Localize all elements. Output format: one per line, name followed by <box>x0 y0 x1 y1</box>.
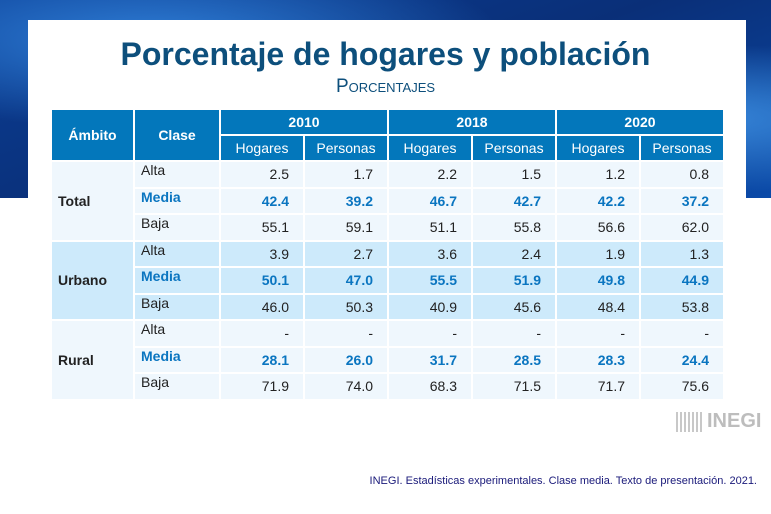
clase-cell: Alta <box>135 321 219 346</box>
header-year: 2018 <box>389 110 555 134</box>
header-personas: Personas <box>473 136 555 160</box>
value-cell: 47.0 <box>305 268 387 293</box>
value-cell: 2.5 <box>221 162 303 187</box>
value-cell: 46.7 <box>389 188 471 213</box>
value-cell: 74.0 <box>305 374 387 399</box>
value-cell: 31.7 <box>389 347 471 372</box>
clase-cell: Baja <box>135 374 219 399</box>
value-cell: 1.3 <box>641 241 723 266</box>
value-cell: 3.9 <box>221 241 303 266</box>
inegi-logo-icon <box>676 411 704 432</box>
value-cell: 2.7 <box>305 241 387 266</box>
clase-cell: Media <box>135 268 219 293</box>
value-cell: 39.2 <box>305 188 387 213</box>
table-row: Total Alta 2.5 1.7 2.2 1.5 1.2 0.8 <box>52 162 723 240</box>
value-cell: 51.9 <box>473 268 555 293</box>
table-row: Baja 71.9 74.0 68.3 71.5 71.7 75.6 <box>52 374 723 399</box>
header-year: 2020 <box>557 110 723 134</box>
value-cell: 24.4 <box>641 347 723 372</box>
value-cell: 1.9 <box>557 241 639 266</box>
table-row: Baja 46.0 50.3 40.9 45.6 48.4 53.8 <box>52 294 723 319</box>
page-title: Porcentaje de hogares y población <box>120 36 651 72</box>
value-cell: 28.1 <box>221 347 303 372</box>
value-cell: 71.7 <box>557 374 639 399</box>
value-cell: 50.1 <box>221 268 303 293</box>
value-cell: 28.3 <box>557 347 639 372</box>
value-cell: 1.5 <box>473 162 555 187</box>
value-cell: - <box>389 321 471 346</box>
clase-cell: Alta <box>135 241 219 266</box>
value-cell: 75.6 <box>641 374 723 399</box>
header-ambito: Ámbito <box>52 110 133 160</box>
value-cell: 26.0 <box>305 347 387 372</box>
ambito-cell: Rural <box>52 321 133 399</box>
table-row: Media 50.1 47.0 55.5 51.9 49.8 44.9 <box>52 268 723 293</box>
clase-cell: Media <box>135 188 219 213</box>
table-row: Media 28.1 26.0 31.7 28.5 28.3 24.4 <box>52 347 723 372</box>
value-cell: 55.1 <box>221 215 303 240</box>
header-personas: Personas <box>641 136 723 160</box>
source-footer: INEGI. Estadísticas experimentales. Clas… <box>369 475 757 487</box>
value-cell: - <box>305 321 387 346</box>
clase-cell: Media <box>135 347 219 372</box>
header-hogares: Hogares <box>221 136 303 160</box>
value-cell: 37.2 <box>641 188 723 213</box>
value-cell: 2.4 <box>473 241 555 266</box>
value-cell: - <box>641 321 723 346</box>
value-cell: - <box>473 321 555 346</box>
value-cell: 44.9 <box>641 268 723 293</box>
ambito-cell: Urbano <box>52 241 133 319</box>
header-year: 2010 <box>221 110 387 134</box>
value-cell: 42.4 <box>221 188 303 213</box>
table-row: Baja 55.1 59.1 51.1 55.8 56.6 62.0 <box>52 215 723 240</box>
value-cell: 71.5 <box>473 374 555 399</box>
value-cell: 51.1 <box>389 215 471 240</box>
value-cell: 3.6 <box>389 241 471 266</box>
table-row: Media 42.4 39.2 46.7 42.7 42.2 37.2 <box>52 188 723 213</box>
value-cell: 1.7 <box>305 162 387 187</box>
inegi-logo-text: INEGI <box>707 410 762 432</box>
value-cell: 55.8 <box>473 215 555 240</box>
value-cell: 28.5 <box>473 347 555 372</box>
header-hogares: Hogares <box>389 136 471 160</box>
value-cell: 0.8 <box>641 162 723 187</box>
page-subtitle: Porcentajes <box>335 76 436 97</box>
clase-cell: Alta <box>135 162 219 187</box>
value-cell: 42.2 <box>557 188 639 213</box>
ambito-cell: Total <box>52 162 133 240</box>
value-cell: - <box>221 321 303 346</box>
value-cell: 2.2 <box>389 162 471 187</box>
clase-cell: Baja <box>135 294 219 319</box>
header-hogares: Hogares <box>557 136 639 160</box>
slide-card <box>28 20 746 514</box>
value-cell: 1.2 <box>557 162 639 187</box>
header-clase: Clase <box>135 110 219 160</box>
value-cell: 53.8 <box>641 294 723 319</box>
header-personas: Personas <box>305 136 387 160</box>
clase-cell: Baja <box>135 215 219 240</box>
value-cell: 46.0 <box>221 294 303 319</box>
value-cell: 50.3 <box>305 294 387 319</box>
value-cell: 42.7 <box>473 188 555 213</box>
value-cell: 62.0 <box>641 215 723 240</box>
value-cell: 45.6 <box>473 294 555 319</box>
table-row: Urbano Alta 3.9 2.7 3.6 2.4 1.9 1.3 <box>52 241 723 319</box>
value-cell: 71.9 <box>221 374 303 399</box>
value-cell: 49.8 <box>557 268 639 293</box>
value-cell: 40.9 <box>389 294 471 319</box>
inegi-logo: INEGI <box>676 410 761 433</box>
value-cell: 55.5 <box>389 268 471 293</box>
value-cell: 48.4 <box>557 294 639 319</box>
data-table: Ámbito Clase 2010 2018 2020 Hogares Perso… <box>50 108 725 401</box>
value-cell: 59.1 <box>305 215 387 240</box>
table-row: Rural Alta - - - - - - <box>52 321 723 399</box>
value-cell: 56.6 <box>557 215 639 240</box>
value-cell: 68.3 <box>389 374 471 399</box>
value-cell: - <box>557 321 639 346</box>
